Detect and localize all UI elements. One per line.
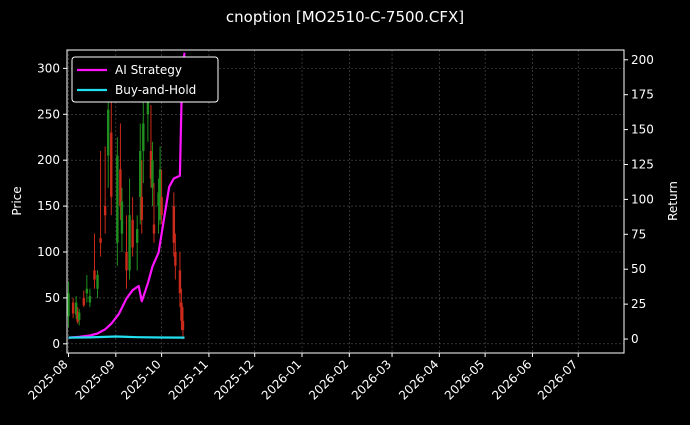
candle-body xyxy=(119,169,122,207)
candle-body xyxy=(74,302,78,315)
candle-body xyxy=(93,270,96,280)
y-left-tick-label: 100 xyxy=(37,245,60,259)
left-axis-ticks: 0 50 100 150 200 250 300 xyxy=(37,61,67,351)
y-left-tick-label: 0 xyxy=(52,337,60,351)
legend-box xyxy=(71,56,219,103)
y-right-tick-label: 175 xyxy=(631,88,654,102)
series-line-ai-strategy xyxy=(68,52,186,339)
y-right-tick-label: 200 xyxy=(631,53,654,67)
y-axis-right-label: Return xyxy=(666,181,680,221)
candle-body xyxy=(107,109,110,156)
candle-body xyxy=(71,302,75,314)
candle-body xyxy=(149,151,153,179)
candle-body xyxy=(128,215,131,271)
y-right-tick-label: 0 xyxy=(631,332,639,346)
candle-body xyxy=(181,320,185,331)
y-left-tick-label: 200 xyxy=(37,153,60,167)
candle-body xyxy=(139,151,142,197)
legend-label-buy-and-hold: Buy-and-Hold xyxy=(115,83,196,97)
candle-body xyxy=(178,270,182,294)
candle-body xyxy=(172,206,176,243)
y-left-tick-label: 50 xyxy=(45,291,60,305)
y-left-tick-label: 250 xyxy=(37,107,60,121)
right-axis-ticks: 0 25 50 75 100 125 150 175 200 xyxy=(624,53,654,346)
candle-body xyxy=(110,132,113,197)
candle-body xyxy=(116,155,119,243)
series-line-buy-and-hold xyxy=(68,335,185,339)
candle-body xyxy=(125,252,128,271)
y-right-tick-label: 125 xyxy=(631,157,654,171)
candle-body xyxy=(99,238,102,243)
candle-body xyxy=(120,201,124,234)
y-left-tick-label: 150 xyxy=(37,199,60,213)
y-right-tick-label: 25 xyxy=(631,297,646,311)
legend-label-ai-strategy: AI Strategy xyxy=(115,63,182,77)
candle-body xyxy=(157,192,160,207)
candle-body xyxy=(85,288,89,294)
y-right-tick-label: 50 xyxy=(631,262,646,276)
candle-body xyxy=(151,160,154,188)
candle-body xyxy=(103,206,107,216)
candle-body xyxy=(158,169,162,220)
y-axis-left-label: Price xyxy=(10,186,24,215)
y-right-tick-label: 100 xyxy=(631,192,654,206)
y-left-tick-label: 300 xyxy=(37,61,60,75)
y-right-tick-label: 75 xyxy=(631,227,646,241)
candle-body xyxy=(152,224,156,234)
plot-frame xyxy=(66,49,625,354)
candle-body xyxy=(78,312,81,320)
candle-body xyxy=(160,196,163,216)
candle-body xyxy=(82,297,85,306)
candle-body xyxy=(88,296,92,303)
candle-body xyxy=(142,123,145,151)
legend: AI Strategy Buy-and-Hold xyxy=(71,56,219,103)
candle-body xyxy=(174,252,177,266)
candle-body xyxy=(67,293,70,317)
chart-title: cnoption [MO2510-C-7500.CFX] xyxy=(226,8,464,26)
candle-body xyxy=(135,229,139,243)
series-lines-layer xyxy=(68,52,186,339)
candle-body xyxy=(96,274,99,289)
y-right-tick-label: 150 xyxy=(631,123,654,137)
candle-body xyxy=(180,302,183,321)
candle-body xyxy=(76,311,79,322)
candle-body xyxy=(140,196,143,220)
candle-body xyxy=(131,219,134,248)
